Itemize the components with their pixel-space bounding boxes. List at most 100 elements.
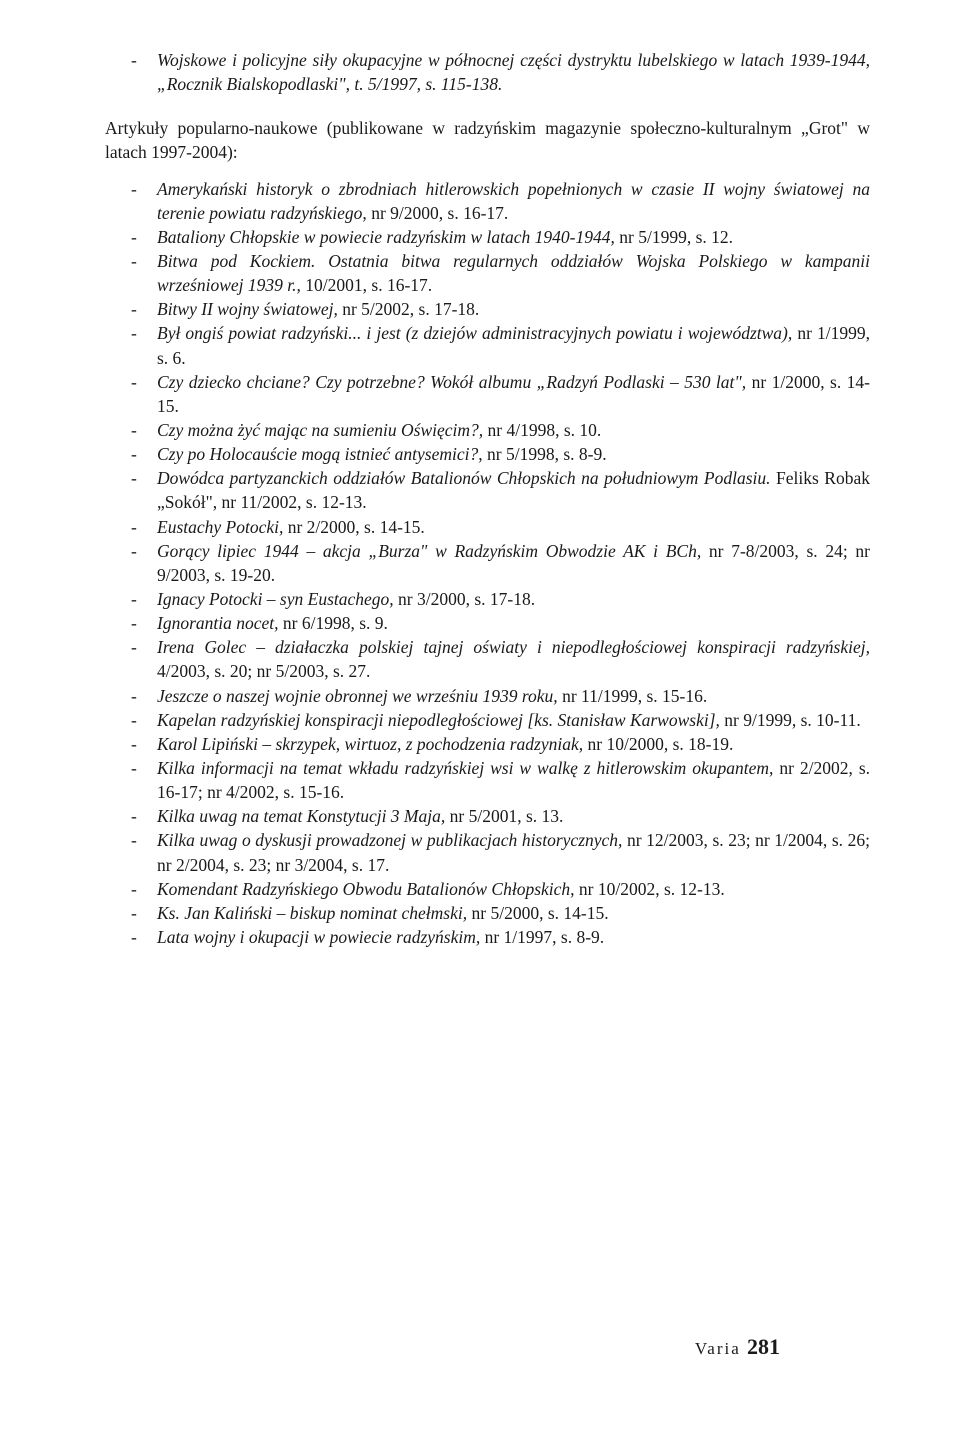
bullet-dash: - bbox=[131, 418, 157, 442]
bullet-dash: - bbox=[131, 756, 157, 804]
list-item-title: Lata wojny i okupacji w powiecie radzyńs… bbox=[157, 927, 480, 947]
list-item-title: Kilka informacji na temat wkładu radzyńs… bbox=[157, 758, 773, 778]
list-item-title: Jeszcze o naszej wojnie obronnej we wrze… bbox=[157, 686, 558, 706]
list-item-text: Ks. Jan Kaliński – biskup nominat chełms… bbox=[157, 901, 870, 925]
list-item: -Karol Lipiński – skrzypek, wirtuoz, z p… bbox=[105, 732, 870, 756]
list-item: -Kilka informacji na temat wkładu radzyń… bbox=[105, 756, 870, 804]
list-item-ref: nr 1/1997, s. 8-9. bbox=[480, 927, 604, 947]
list-item: -Eustachy Potocki, nr 2/2000, s. 14-15. bbox=[105, 515, 870, 539]
list-item-title: Irena Golec – działaczka polskiej tajnej… bbox=[157, 637, 870, 657]
list-item: -Ks. Jan Kaliński – biskup nominat chełm… bbox=[105, 901, 870, 925]
list-item-text: Bitwy II wojny światowej, nr 5/2002, s. … bbox=[157, 297, 870, 321]
list-item-text: Był ongiś powiat radzyński... i jest (z … bbox=[157, 321, 870, 369]
list-item-title: Bitwy II wojny światowej, bbox=[157, 299, 338, 319]
article-list: -Amerykański historyk o zbrodniach hitle… bbox=[105, 177, 870, 950]
list-item-ref: nr 10/2002, s. 12-13. bbox=[575, 879, 725, 899]
bullet-dash: - bbox=[131, 877, 157, 901]
list-item-ref: nr 6/1998, s. 9. bbox=[279, 613, 388, 633]
list-item-ref: nr 5/1999, s. 12. bbox=[615, 227, 733, 247]
page-number: 281 bbox=[747, 1334, 780, 1359]
list-item: -Czy można żyć mając na sumieniu Oświęci… bbox=[105, 418, 870, 442]
bullet-dash: - bbox=[131, 925, 157, 949]
list-item: -Czy dziecko chciane? Czy potrzebne? Wok… bbox=[105, 370, 870, 418]
list-item-title: Komendant Radzyńskiego Obwodu Batalionów… bbox=[157, 879, 575, 899]
list-item: -Jeszcze o naszej wojnie obronnej we wrz… bbox=[105, 684, 870, 708]
list-item-title: Bitwa pod Kockiem. Ostatnia bitwa regula… bbox=[157, 251, 870, 295]
list-item-title: Bataliony Chłopskie w powiecie radzyński… bbox=[157, 227, 615, 247]
list-item-text: Komendant Radzyńskiego Obwodu Batalionów… bbox=[157, 877, 870, 901]
bullet-dash: - bbox=[131, 466, 157, 514]
list-item: -Ignacy Potocki – syn Eustachego, nr 3/2… bbox=[105, 587, 870, 611]
list-item: -Dowódca partyzanckich oddziałów Batalio… bbox=[105, 466, 870, 514]
list-item: -Gorący lipiec 1944 – akcja „Burza" w Ra… bbox=[105, 539, 870, 587]
bullet-dash: - bbox=[131, 370, 157, 418]
bullet-dash: - bbox=[131, 635, 157, 683]
list-item-text: Gorący lipiec 1944 – akcja „Burza" w Rad… bbox=[157, 539, 870, 587]
list-item-text: Dowódca partyzanckich oddziałów Batalion… bbox=[157, 466, 870, 514]
list-item-ref: nr 3/2000, s. 17-18. bbox=[394, 589, 535, 609]
list-item-title: Czy po Holocauście mogą istnieć antysemi… bbox=[157, 444, 483, 464]
list-item-title: Kilka uwag o dyskusji prowadzonej w publ… bbox=[157, 830, 622, 850]
list-item: -Kilka uwag na temat Konstytucji 3 Maja,… bbox=[105, 804, 870, 828]
bullet-dash: - bbox=[131, 611, 157, 635]
list-item: -Bitwy II wojny światowej, nr 5/2002, s.… bbox=[105, 297, 870, 321]
list-item: -Kilka uwag o dyskusji prowadzonej w pub… bbox=[105, 828, 870, 876]
list-item-ref: nr 10/2000, s. 18-19. bbox=[583, 734, 733, 754]
list-item: -Był ongiś powiat radzyński... i jest (z… bbox=[105, 321, 870, 369]
list-item-text: Lata wojny i okupacji w powiecie radzyńs… bbox=[157, 925, 870, 949]
list-item-text: Bitwa pod Kockiem. Ostatnia bitwa regula… bbox=[157, 249, 870, 297]
bullet-dash: - bbox=[131, 708, 157, 732]
list-item-ref: nr 4/1998, s. 10. bbox=[483, 420, 601, 440]
list-item-ref: nr 11/1999, s. 15-16. bbox=[558, 686, 708, 706]
list-item-ref: nr 9/1999, s. 10-11. bbox=[720, 710, 861, 730]
bullet-dash: - bbox=[131, 804, 157, 828]
list-item-text: Irena Golec – działaczka polskiej tajnej… bbox=[157, 635, 870, 683]
list-item-text: Czy po Holocauście mogą istnieć antysemi… bbox=[157, 442, 870, 466]
bullet-dash: - bbox=[131, 225, 157, 249]
footer-label: Varia bbox=[695, 1339, 741, 1358]
bullet-dash: - bbox=[131, 297, 157, 321]
list-item: -Lata wojny i okupacji w powiecie radzyń… bbox=[105, 925, 870, 949]
bullet-dash: - bbox=[131, 321, 157, 369]
page-footer: Varia 281 bbox=[695, 1332, 780, 1362]
list-item-ref: nr 5/2000, s. 14-15. bbox=[467, 903, 608, 923]
intro-item: - Wojskowe i policyjne siły okupacyjne w… bbox=[105, 48, 870, 96]
bullet-dash: - bbox=[131, 732, 157, 756]
list-item-title: Czy można żyć mając na sumieniu Oświęcim… bbox=[157, 420, 483, 440]
bullet-dash: - bbox=[131, 539, 157, 587]
bullet-dash: - bbox=[131, 901, 157, 925]
bullet-dash: - bbox=[131, 249, 157, 297]
list-item: -Bitwa pod Kockiem. Ostatnia bitwa regul… bbox=[105, 249, 870, 297]
list-item-title: Karol Lipiński – skrzypek, wirtuoz, z po… bbox=[157, 734, 583, 754]
list-item-title: Eustachy Potocki, bbox=[157, 517, 283, 537]
list-item-ref: nr 2/2000, s. 14-15. bbox=[283, 517, 424, 537]
list-item-text: Eustachy Potocki, nr 2/2000, s. 14-15. bbox=[157, 515, 870, 539]
list-item: -Czy po Holocauście mogą istnieć antysem… bbox=[105, 442, 870, 466]
list-item-text: Czy można żyć mając na sumieniu Oświęcim… bbox=[157, 418, 870, 442]
bullet-dash: - bbox=[131, 177, 157, 225]
list-item-ref: nr 9/2000, s. 16-17. bbox=[367, 203, 508, 223]
bullet-dash: - bbox=[131, 684, 157, 708]
list-item-ref: nr 5/1998, s. 8-9. bbox=[483, 444, 607, 464]
bullet-dash: - bbox=[131, 515, 157, 539]
list-item-text: Kilka informacji na temat wkładu radzyńs… bbox=[157, 756, 870, 804]
list-item-text: Jeszcze o naszej wojnie obronnej we wrze… bbox=[157, 684, 870, 708]
list-item: -Komendant Radzyńskiego Obwodu Batalionó… bbox=[105, 877, 870, 901]
list-item: -Amerykański historyk o zbrodniach hitle… bbox=[105, 177, 870, 225]
list-item-title: Ks. Jan Kaliński – biskup nominat chełms… bbox=[157, 903, 467, 923]
list-item-ref: 4/2003, s. 20; nr 5/2003, s. 27. bbox=[157, 661, 370, 681]
list-item: -Ignorantia nocet, nr 6/1998, s. 9. bbox=[105, 611, 870, 635]
list-item-title: Ignorantia nocet, bbox=[157, 613, 279, 633]
list-item-title: Czy dziecko chciane? Czy potrzebne? Wokó… bbox=[157, 372, 746, 392]
bullet-dash: - bbox=[131, 442, 157, 466]
list-item-text: Amerykański historyk o zbrodniach hitler… bbox=[157, 177, 870, 225]
list-item: -Bataliony Chłopskie w powiecie radzyńsk… bbox=[105, 225, 870, 249]
bullet-dash: - bbox=[131, 828, 157, 876]
list-item-text: Kilka uwag na temat Konstytucji 3 Maja, … bbox=[157, 804, 870, 828]
list-item-title: Kilka uwag na temat Konstytucji 3 Maja, bbox=[157, 806, 445, 826]
list-item-title: Amerykański historyk o zbrodniach hitler… bbox=[157, 179, 870, 223]
list-item-ref: nr 5/2001, s. 13. bbox=[445, 806, 563, 826]
intro-text: Wojskowe i policyjne siły okupacyjne w p… bbox=[157, 48, 870, 96]
list-item-title: Dowódca partyzanckich oddziałów Batalion… bbox=[157, 468, 771, 488]
list-item-title: Ignacy Potocki – syn Eustachego, bbox=[157, 589, 394, 609]
